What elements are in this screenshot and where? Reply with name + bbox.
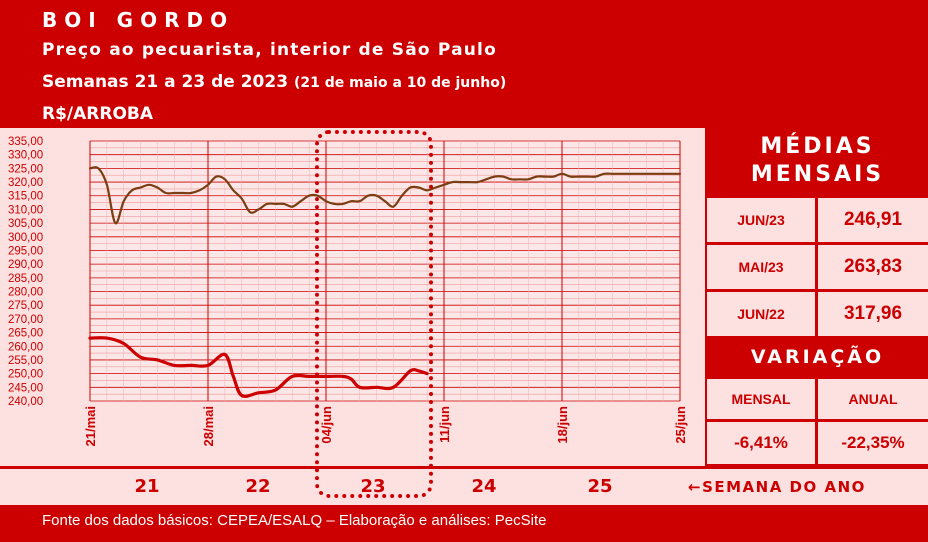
unit-label: R$/ARROBA — [42, 104, 154, 124]
x-tick-label: 25/jun — [673, 406, 688, 444]
y-tick-label: 245,00 — [8, 382, 43, 394]
y-tick-label: 275,00 — [8, 300, 43, 312]
y-tick-label: 325,00 — [8, 163, 43, 175]
series-line-1 — [88, 166, 682, 225]
x-tick-label: 28/mai — [201, 406, 216, 446]
week-label: 24 — [471, 476, 497, 497]
y-tick-label: 320,00 — [8, 177, 43, 189]
avg-value-jun22: 317,96 — [818, 292, 928, 336]
avg-value-mai23: 263,83 — [818, 245, 928, 289]
x-tick-label: 21/mai — [83, 406, 98, 446]
y-tick-label: 310,00 — [8, 204, 43, 216]
y-tick-label: 255,00 — [8, 355, 43, 367]
variation-monthly-label: MENSAL — [707, 379, 815, 419]
avg-label-jun22: JUN/22 — [707, 292, 815, 336]
week-23-highlight — [315, 130, 433, 498]
source-footer: Fonte dos dados básicos: CEPEA/ESALQ – E… — [42, 512, 547, 529]
x-tick-label: 04/jun — [319, 406, 334, 444]
y-tick-label: 260,00 — [8, 341, 43, 353]
y-tick-label: 250,00 — [8, 369, 43, 381]
avg-value-jun23: 246,91 — [818, 198, 928, 242]
monthly-averages-title-1: MÉDIAS — [760, 134, 875, 159]
y-tick-label: 315,00 — [8, 191, 43, 203]
week-label: 21 — [134, 476, 160, 497]
x-tick-label: 18/jun — [555, 406, 570, 444]
period-text: Semanas 21 a 23 de 2023 (21 de maio a 10… — [42, 72, 506, 92]
period-main: Semanas 21 a 23 de 2023 — [42, 72, 289, 92]
y-tick-label: 265,00 — [8, 328, 43, 340]
monthly-averages-title-2: MENSAIS — [750, 162, 885, 187]
page-subtitle: Preço ao pecuarista, interior de São Pau… — [42, 40, 497, 60]
y-tick-label: 295,00 — [8, 245, 43, 257]
variation-monthly-value: -6,41% — [707, 422, 815, 464]
variation-annual-value: -22,35% — [818, 422, 928, 464]
y-tick-label: 330,00 — [8, 150, 43, 162]
y-tick-label: 335,00 — [8, 136, 43, 148]
y-tick-label: 240,00 — [8, 396, 43, 408]
week-label: 25 — [587, 476, 613, 497]
y-tick-label: 305,00 — [8, 218, 43, 230]
variation-title: VARIAÇÃO — [750, 346, 885, 368]
y-tick-label: 285,00 — [8, 273, 43, 285]
y-tick-label: 280,00 — [8, 287, 43, 299]
y-tick-label: 290,00 — [8, 259, 43, 271]
week-label: 23 — [360, 476, 386, 497]
y-tick-label: 300,00 — [8, 232, 43, 244]
x-tick-label: 11/jun — [437, 406, 452, 443]
variation-annual-label: ANUAL — [818, 379, 928, 419]
period-detail: (21 de maio a 10 de junho) — [293, 75, 507, 91]
week-bar: 21 22 23 24 25 ←SEMANA DO ANO — [0, 469, 928, 505]
y-tick-label: 270,00 — [8, 314, 43, 326]
week-label: 22 — [245, 476, 271, 497]
series-line-2 — [88, 336, 429, 398]
page-title: BOI GORDO — [42, 8, 235, 32]
right-panel: MÉDIAS MENSAIS JUN/23 246,91 MAI/23 263,… — [707, 128, 928, 466]
avg-label-jun23: JUN/23 — [707, 198, 815, 242]
avg-label-mai23: MAI/23 — [707, 245, 815, 289]
week-axis-label: ←SEMANA DO ANO — [688, 478, 866, 496]
